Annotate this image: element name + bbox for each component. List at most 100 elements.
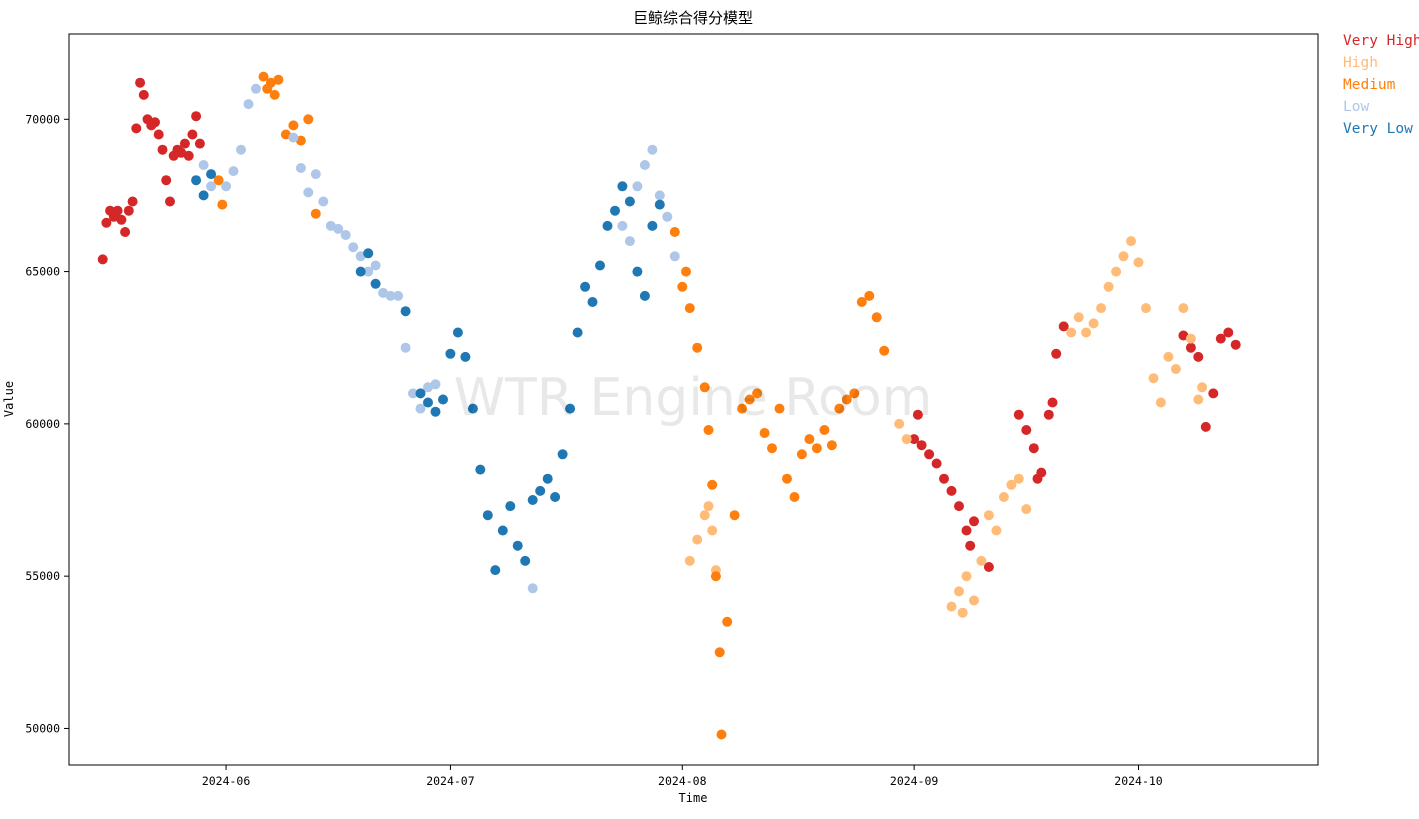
legend-entry: Medium [1343, 77, 1396, 93]
series-medium [213, 71, 890, 740]
data-point [976, 555, 987, 566]
data-point [370, 278, 381, 289]
data-point [1126, 236, 1136, 247]
data-point [669, 251, 680, 262]
data-point [998, 492, 1009, 502]
data-point [423, 382, 433, 393]
chart-title: 巨鲸综合得分模型 [633, 9, 753, 27]
legend-entry: Low [1343, 99, 1369, 115]
data-point [127, 196, 138, 207]
data-point [774, 403, 785, 414]
data-point [1178, 330, 1189, 341]
data-point [710, 571, 721, 582]
data-point [217, 199, 228, 210]
data-point [191, 111, 202, 122]
data-point [430, 406, 441, 417]
data-point [692, 342, 703, 353]
data-point [213, 175, 224, 186]
data-point [378, 287, 389, 298]
data-point [991, 525, 1002, 536]
data-point [1073, 312, 1084, 323]
data-point [310, 169, 321, 180]
data-point [1155, 397, 1166, 408]
y-tick-label: 65000 [25, 265, 60, 279]
data-point [1043, 409, 1054, 420]
data-point [871, 312, 882, 323]
data-point [295, 135, 306, 146]
data-point [759, 428, 770, 438]
data-point [804, 434, 815, 445]
data-point [385, 290, 396, 301]
data-point [834, 403, 845, 414]
data-point [135, 77, 146, 88]
series-very-high [97, 77, 1241, 572]
data-point [946, 601, 957, 612]
data-point [303, 187, 314, 198]
data-point [707, 525, 718, 536]
y-tick-label: 70000 [25, 112, 60, 126]
data-point [826, 440, 837, 451]
data-point [901, 434, 912, 445]
data-point [542, 473, 553, 484]
y-tick-label: 55000 [25, 569, 60, 583]
data-point [527, 495, 538, 505]
data-point [1111, 266, 1122, 277]
x-tick-label: 2024-06 [202, 774, 251, 788]
data-point [400, 342, 411, 353]
data-point [198, 190, 209, 201]
data-point [176, 147, 187, 158]
data-point [423, 397, 433, 408]
data-point [161, 175, 172, 186]
data-point [1028, 443, 1039, 454]
data-point [811, 443, 822, 454]
data-point [1215, 333, 1226, 344]
data-point [183, 150, 194, 161]
data-point [969, 516, 979, 527]
x-tick-label: 2024-09 [890, 774, 939, 788]
data-point [744, 394, 755, 405]
data-point [595, 260, 605, 271]
data-point [198, 160, 209, 170]
plot-area [69, 34, 1318, 765]
data-point [1058, 321, 1069, 332]
data-point [393, 290, 404, 301]
data-point [153, 129, 164, 140]
series-very-low [191, 169, 665, 576]
data-point [165, 196, 175, 207]
data-point [879, 345, 890, 356]
data-point [654, 199, 665, 210]
data-point [1193, 394, 1204, 405]
data-point [647, 144, 658, 155]
data-point [1096, 303, 1107, 314]
watermark: WTR Engine Room [454, 368, 933, 428]
data-point [782, 473, 792, 484]
data-point [1178, 303, 1189, 314]
data-point [580, 281, 591, 292]
data-point [841, 394, 852, 405]
data-point [639, 290, 650, 301]
x-tick-label: 2024-10 [1114, 774, 1163, 788]
data-point [157, 144, 168, 155]
data-point [610, 205, 620, 216]
data-point [639, 160, 650, 170]
data-point [1163, 351, 1174, 362]
data-point [1013, 473, 1024, 484]
legend-entry: Very High [1343, 33, 1419, 49]
data-point [295, 163, 306, 173]
data-point [1081, 327, 1092, 338]
data-point [1141, 303, 1151, 314]
y-axis-label: Value [2, 381, 16, 417]
data-point [954, 501, 964, 512]
data-point [681, 266, 691, 277]
data-point [684, 303, 695, 314]
data-point [206, 169, 217, 180]
data-point [452, 327, 463, 338]
data-point [1013, 409, 1024, 420]
data-point [475, 464, 486, 475]
data-point [654, 190, 665, 201]
data-point [1148, 373, 1159, 384]
series-low [198, 83, 680, 594]
data-point [1103, 281, 1114, 292]
data-point [572, 327, 583, 338]
data-point [221, 181, 232, 192]
